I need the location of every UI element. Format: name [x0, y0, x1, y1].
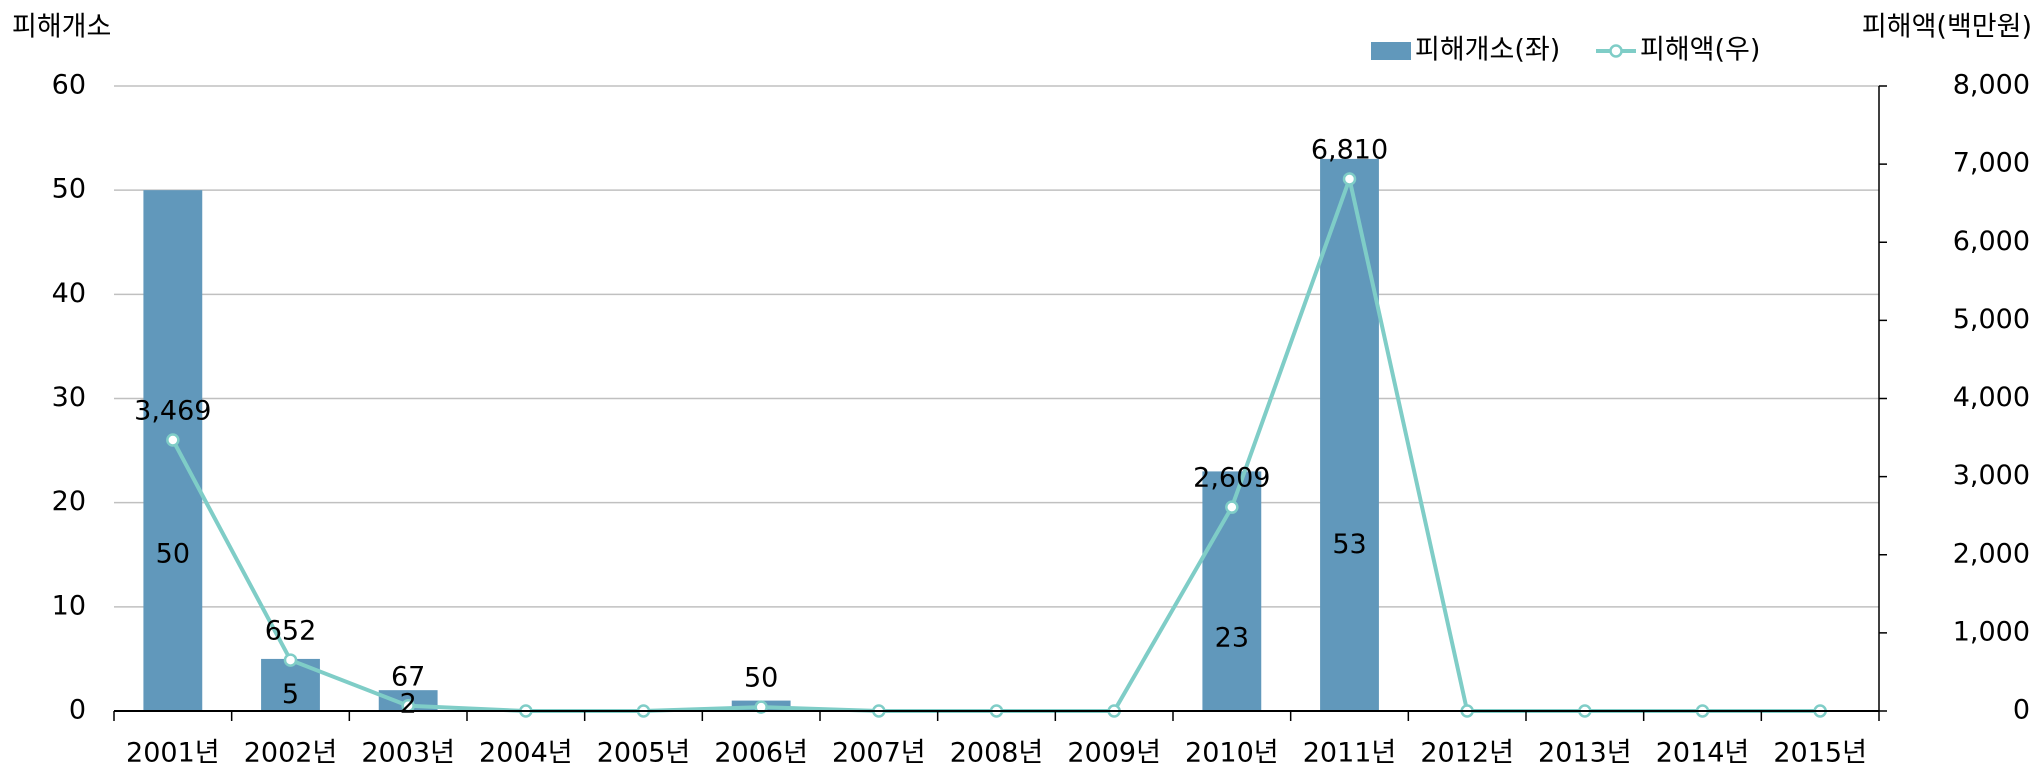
- line-marker: [754, 700, 768, 714]
- bar-value-label: 5: [282, 679, 299, 710]
- legend-label: 피해액(우): [1640, 35, 1760, 66]
- x-tick-label: 2008년: [950, 738, 1044, 769]
- x-tick-label: 2002년: [244, 738, 338, 769]
- line-marker: [1225, 500, 1239, 514]
- y2-tick-label: 5,000: [1953, 304, 2030, 335]
- y2-tick-label: 8,000: [1953, 70, 2030, 101]
- x-tick-label: 2004년: [479, 738, 573, 769]
- line-value-label: 50: [744, 663, 778, 694]
- x-tick-label: 2007년: [832, 738, 926, 769]
- line-marker: [166, 433, 180, 447]
- y2-tick-label: 4,000: [1953, 382, 2030, 413]
- x-tick-label: 2003년: [361, 738, 455, 769]
- y-tick-label: 40: [52, 278, 86, 309]
- line-value-label: 652: [265, 616, 317, 647]
- y2-tick-label: 0: [2013, 695, 2030, 726]
- x-tick-label: 2010년: [1185, 738, 1279, 769]
- y2-axis-title: 피해액(백만원): [1862, 12, 2032, 43]
- line: [171, 171, 1821, 713]
- legend-swatch: [1371, 42, 1411, 60]
- y-tick-label: 50: [52, 174, 86, 205]
- x-tick-label: 2014년: [1656, 738, 1750, 769]
- x-tick-label: 2013년: [1538, 738, 1632, 769]
- y2-tick-label: 7,000: [1953, 148, 2030, 179]
- line-value-label: 3,469: [134, 395, 211, 426]
- y2-tick-label: 1,000: [1953, 616, 2030, 647]
- line-value-label: 67: [391, 661, 425, 692]
- y-tick-label: 20: [52, 486, 86, 517]
- line-marker: [1342, 172, 1357, 186]
- y-tick-label: 60: [52, 70, 86, 101]
- line-marker: [283, 653, 298, 667]
- y-tick-label: 10: [52, 590, 86, 621]
- bar-value-label: 53: [1332, 529, 1366, 560]
- bar: [1320, 158, 1379, 711]
- legend-label: 피해개소(좌): [1415, 35, 1560, 66]
- y2-tick-label: 2,000: [1953, 538, 2030, 569]
- y-axis-title: 피해개소: [12, 12, 111, 43]
- x-tick-label: 2005년: [597, 738, 691, 769]
- x-tick-label: 2006년: [714, 738, 808, 769]
- y2-tick-label: 6,000: [1953, 226, 2030, 257]
- x-tick-label: 2009년: [1067, 738, 1161, 769]
- bar-value-label: 50: [156, 538, 190, 569]
- line-value-label: 6,810: [1311, 134, 1388, 165]
- legend-swatch: [1609, 44, 1623, 58]
- line-value-label: 2,609: [1193, 463, 1270, 494]
- bar-value-label: 2: [400, 689, 417, 720]
- x-tick-label: 2001년: [126, 738, 220, 769]
- bar: [143, 190, 203, 711]
- y-tick-label: 30: [52, 382, 86, 413]
- bar-value-label: 23: [1215, 623, 1249, 654]
- x-tick-label: 2015년: [1773, 738, 1867, 769]
- x-tick-label: 2011년: [1303, 738, 1397, 769]
- y2-tick-label: 3,000: [1953, 460, 2030, 491]
- x-tick-label: 2012년: [1420, 738, 1514, 769]
- y-tick-label: 0: [69, 695, 86, 726]
